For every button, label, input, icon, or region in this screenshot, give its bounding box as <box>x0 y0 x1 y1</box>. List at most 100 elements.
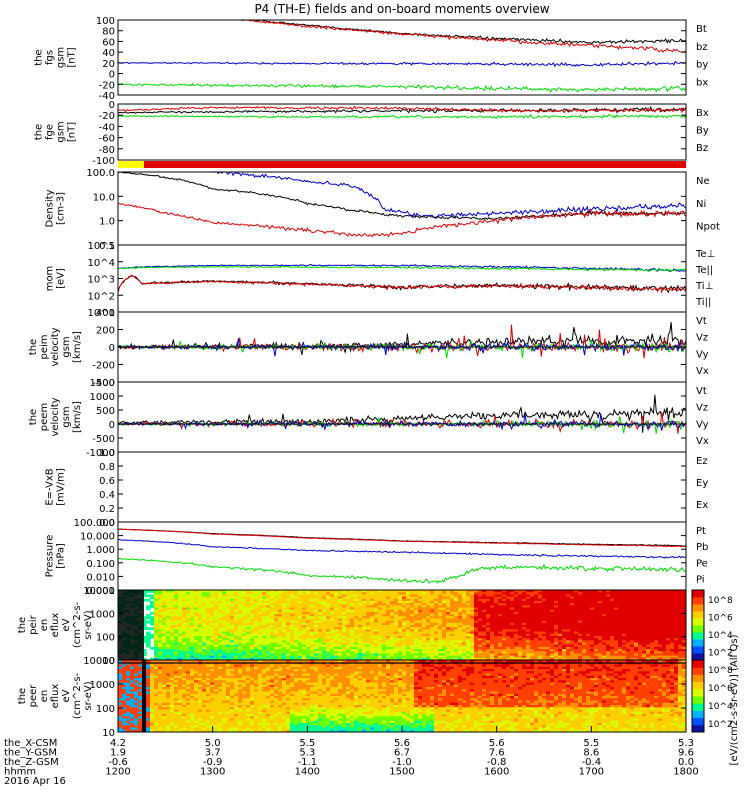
spectrogram-cell <box>214 638 219 641</box>
spectrogram-cell <box>234 622 239 626</box>
spectrogram-cell <box>426 616 431 620</box>
spectrogram-cell <box>414 614 419 617</box>
spectrogram-cell <box>510 609 515 613</box>
spectrogram-cell <box>182 657 187 660</box>
spectrogram-cell <box>238 646 243 650</box>
spectrogram-cell <box>366 653 371 657</box>
spectrogram-cell <box>518 646 523 650</box>
spectrogram-cell <box>166 598 171 602</box>
spectrogram-cell <box>670 638 675 641</box>
spectrogram-cell <box>642 646 647 650</box>
spectrogram-cell <box>494 649 499 652</box>
spectrogram-cell <box>530 649 535 652</box>
spectrogram-cell <box>334 616 339 620</box>
spectrogram-cell <box>174 655 179 659</box>
spectrogram-cell <box>130 720 135 724</box>
spectrogram-cell <box>270 598 275 602</box>
spectrogram-cell <box>478 616 483 620</box>
spectrogram-cell <box>650 640 655 644</box>
spectrogram-cell <box>482 620 487 624</box>
spectrogram-cell <box>146 675 151 679</box>
spectrogram-cell <box>606 657 611 660</box>
spectrogram-cell <box>210 655 215 659</box>
spectrogram-cell <box>606 614 611 617</box>
spectrogram-cell <box>310 646 315 650</box>
spectrogram-cell <box>590 629 595 633</box>
spectrogram-cell <box>518 631 523 635</box>
spectrogram-cell <box>298 603 303 606</box>
spectrogram-cell <box>366 651 371 655</box>
spectrogram-cell <box>430 616 435 620</box>
spectrogram-cell <box>254 625 259 628</box>
spectrogram-cell <box>530 653 535 657</box>
spectrogram-cell <box>602 605 607 609</box>
spectrogram-cell <box>566 657 571 660</box>
spectrogram-cell <box>554 625 559 628</box>
spectrogram-cell <box>354 644 359 648</box>
spectrogram-cell <box>350 651 355 655</box>
spectrogram-cell <box>654 611 659 615</box>
spectrogram-cell <box>162 646 167 650</box>
spectrogram-cell <box>190 633 195 637</box>
spectrogram-cell <box>122 675 127 679</box>
spectrogram-cell <box>150 616 155 620</box>
spectrogram-cell <box>334 605 339 609</box>
spectrogram-cell <box>426 651 431 655</box>
spectrogram-cell <box>634 618 639 622</box>
spectrogram-cell <box>374 594 379 598</box>
spectrogram-cell <box>622 633 627 637</box>
spectrogram-cell <box>446 616 451 620</box>
spectrogram-cell <box>242 638 247 641</box>
spectrogram-cell <box>634 590 639 593</box>
spectrogram-cell <box>550 611 555 615</box>
spectrogram-cell <box>406 657 411 660</box>
spectrogram-cell <box>302 646 307 650</box>
spectrogram-cell <box>386 642 391 646</box>
spectrogram-cell <box>150 727 155 731</box>
spectrogram-cell <box>378 635 383 639</box>
spectrogram-cell <box>534 633 539 637</box>
spectrogram-cell <box>542 598 547 602</box>
spectrogram-cell <box>478 592 483 595</box>
spectrogram-cell <box>382 616 387 620</box>
spectrogram-cell <box>458 633 463 637</box>
spectrogram-cell <box>150 718 155 722</box>
spectrogram-cell <box>290 620 295 624</box>
spectrogram-cell <box>554 616 559 620</box>
spectrogram-cell <box>134 693 139 697</box>
spectrogram-cell <box>594 625 599 628</box>
spectrogram-cell <box>666 638 671 641</box>
spectrogram-cell <box>286 644 291 648</box>
spectrogram-cell <box>634 622 639 626</box>
series-By <box>118 113 686 120</box>
spectrogram-cell <box>346 627 351 630</box>
spectrogram-cell <box>206 625 211 628</box>
spectrogram-cell <box>266 600 271 604</box>
spectrogram-cell <box>598 616 603 620</box>
spectrogram-cell <box>566 622 571 626</box>
spectrogram-cell <box>618 611 623 615</box>
spectrogram-cell <box>610 598 615 602</box>
spectrogram-cell <box>238 642 243 646</box>
spectrogram-cell <box>386 638 391 641</box>
spectrogram-cell <box>506 590 511 593</box>
spectrogram-cell <box>670 603 675 606</box>
spectrogram-cell <box>506 635 511 639</box>
spectrogram-cell <box>390 646 395 650</box>
spectrogram-cell <box>234 629 239 633</box>
spectrogram-cell <box>622 594 627 598</box>
spectrogram-cell <box>450 631 455 635</box>
spectrogram-cell <box>214 614 219 617</box>
spectrogram-cell <box>330 622 335 626</box>
spectrogram-cell <box>154 590 159 593</box>
spectrogram-cell <box>594 607 599 611</box>
spectrogram-cell <box>122 711 127 715</box>
spectrogram-cell <box>394 611 399 615</box>
spectrogram-cell <box>582 638 587 641</box>
spectrogram-cell <box>318 616 323 620</box>
spectrogram-cell <box>154 633 159 637</box>
spectrogram-cell <box>606 649 611 652</box>
spectrogram-cell <box>354 653 359 657</box>
spectrogram-cell <box>170 594 175 598</box>
spectrogram-cell <box>562 651 567 655</box>
